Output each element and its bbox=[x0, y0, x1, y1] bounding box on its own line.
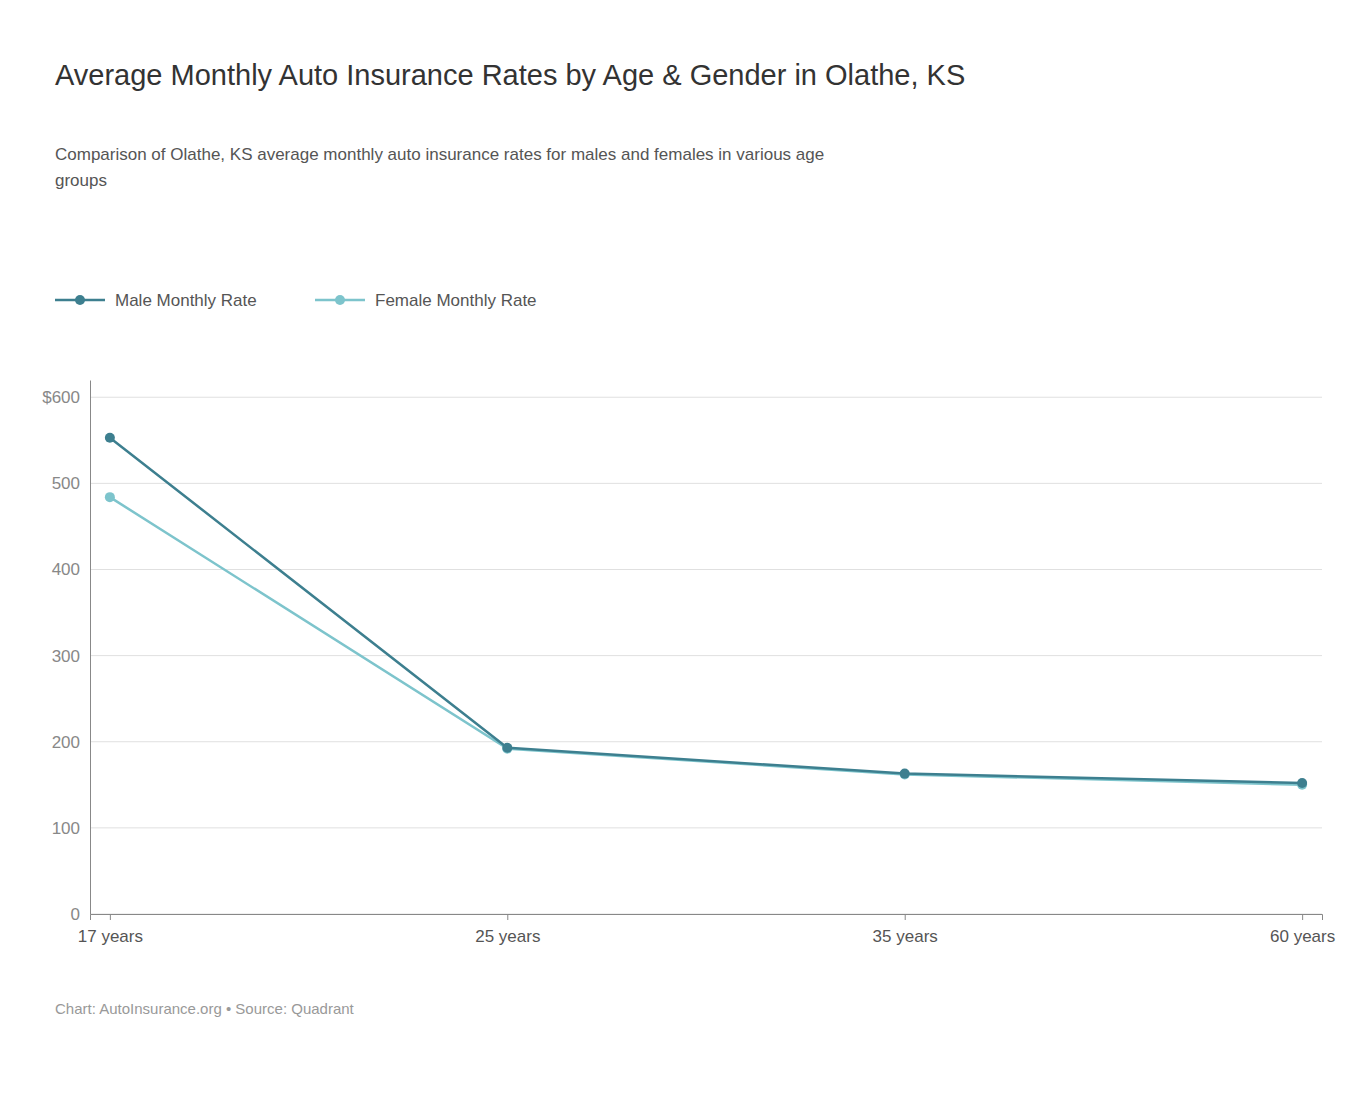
grid-line bbox=[90, 741, 1322, 742]
tick: 0 bbox=[71, 905, 90, 924]
legend-swatch-marker bbox=[75, 295, 85, 305]
marker bbox=[105, 492, 115, 502]
tick-mark bbox=[905, 914, 906, 920]
tick-mark bbox=[110, 914, 111, 920]
subtitle-line: Comparison of Olathe, KS average monthly… bbox=[55, 145, 824, 164]
axis-line bbox=[90, 381, 91, 915]
marker bbox=[502, 743, 512, 753]
tick-label: 25 years bbox=[475, 927, 540, 946]
tick-label: 0 bbox=[71, 905, 80, 924]
grid-line bbox=[90, 569, 1322, 570]
tick-label: $600 bbox=[42, 388, 80, 407]
subtitle-line: groups bbox=[55, 171, 107, 190]
tick-label: 200 bbox=[52, 733, 80, 752]
legend-label: Female Monthly Rate bbox=[375, 291, 537, 310]
tick-label: 500 bbox=[52, 474, 80, 493]
tick-label: 300 bbox=[52, 647, 80, 666]
grid-line bbox=[90, 827, 1322, 828]
tick: 400 bbox=[52, 560, 90, 579]
line bbox=[110, 438, 1302, 783]
y-axis: 0 100 200 300 400 500 $600 bbox=[42, 381, 90, 924]
tick-label: 400 bbox=[52, 560, 80, 579]
series bbox=[105, 433, 1307, 788]
tick: 300 bbox=[52, 647, 90, 666]
marker bbox=[1297, 778, 1307, 788]
tick: 35 years bbox=[873, 914, 938, 946]
title: Average Monthly Auto Insurance Rates by … bbox=[55, 59, 965, 91]
tick-label: 35 years bbox=[873, 927, 938, 946]
tick-mark bbox=[1302, 914, 1303, 920]
tick: 500 bbox=[52, 474, 90, 493]
plot-area: 0 100 200 300 400 500 $600 17 years 25 years 35 y… bbox=[42, 381, 1335, 947]
chart: Average Monthly Auto Insurance Rates by … bbox=[0, 0, 1372, 1104]
tick: 60 years bbox=[1270, 914, 1335, 946]
marker bbox=[900, 769, 910, 779]
marker bbox=[502, 744, 512, 754]
tick-label: 100 bbox=[52, 819, 80, 838]
caption: Chart: AutoInsurance.org • Source: Quadr… bbox=[55, 1000, 355, 1017]
tick-mark bbox=[507, 914, 508, 920]
marks bbox=[105, 433, 1307, 790]
legend-item: Male Monthly Rate bbox=[55, 291, 257, 310]
legend-item: Female Monthly Rate bbox=[315, 291, 537, 310]
tick: 17 years bbox=[78, 914, 143, 946]
legend-label: Male Monthly Rate bbox=[115, 291, 257, 310]
marker bbox=[900, 769, 910, 779]
x-axis: 17 years 25 years 35 years 60 years bbox=[78, 914, 1335, 946]
tick: 200 bbox=[52, 733, 90, 752]
tick: $600 bbox=[42, 388, 90, 407]
subtitle: Comparison of Olathe, KS average monthly… bbox=[55, 145, 824, 190]
line bbox=[110, 497, 1302, 785]
axis-line bbox=[91, 915, 1323, 921]
grid bbox=[90, 397, 1322, 914]
marker bbox=[105, 433, 115, 443]
grid-line bbox=[90, 397, 1322, 398]
tick: 25 years bbox=[475, 914, 540, 946]
tick: 100 bbox=[52, 819, 90, 838]
tick-label: 17 years bbox=[78, 927, 143, 946]
legend-swatch-marker bbox=[335, 295, 345, 305]
tick-label: 60 years bbox=[1270, 927, 1335, 946]
grid-line bbox=[90, 483, 1322, 484]
legend: Male Monthly Rate Female Monthly Rate bbox=[55, 291, 537, 310]
series bbox=[105, 492, 1307, 790]
grid-line bbox=[90, 655, 1322, 656]
